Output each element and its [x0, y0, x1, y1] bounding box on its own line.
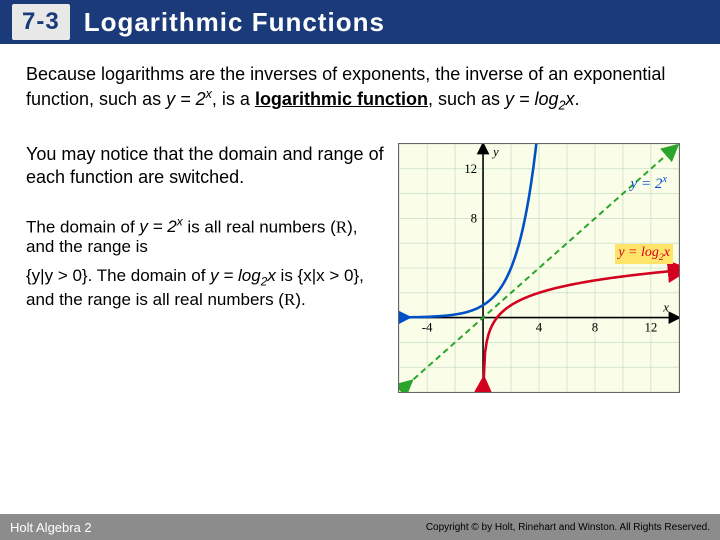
svg-text:12: 12	[464, 162, 477, 176]
equation-x: x	[267, 266, 276, 285]
equation: y = log	[210, 266, 261, 285]
text: .	[575, 89, 580, 109]
spacer	[26, 256, 386, 266]
real-symbol: R	[336, 217, 347, 236]
equation: y = 2	[166, 89, 206, 109]
svg-text:12: 12	[644, 320, 657, 334]
content-area: Because logarithms are the inverses of e…	[0, 44, 720, 393]
equation: y = log	[505, 89, 559, 109]
text: The domain of	[26, 217, 139, 236]
slide-header: 7-3 Logarithmic Functions	[0, 0, 720, 44]
section-number: 7-3	[12, 4, 70, 40]
label-text: y = 2	[631, 176, 663, 192]
label-sup: x	[662, 174, 667, 185]
svg-text:8: 8	[592, 320, 598, 334]
text: is all real numbers (	[183, 217, 336, 236]
text: , such as	[428, 89, 505, 109]
function-graph: -44812812yx y = 2x y = log2x	[398, 143, 680, 393]
term-logarithmic-function: logarithmic function	[255, 89, 428, 109]
log-curve-label: y = log2x	[615, 244, 673, 264]
slide-title: Logarithmic Functions	[84, 7, 385, 38]
svg-text:y: y	[491, 145, 499, 159]
intro-paragraph: Because logarithms are the inverses of e…	[26, 62, 694, 115]
svg-text:-4: -4	[422, 320, 433, 334]
text: , is a	[212, 89, 255, 109]
real-symbol: R	[284, 290, 295, 309]
footer-copyright: Copyright © by Holt, Rinehart and Winsto…	[426, 522, 710, 533]
domain-range-paragraph: The domain of y = 2x is all real numbers…	[26, 216, 386, 257]
svg-text:4: 4	[536, 320, 543, 334]
svg-text:x: x	[662, 301, 669, 315]
mid-row: You may notice that the domain and range…	[26, 143, 694, 393]
slide-footer: Holt Algebra 2 Copyright © by Holt, Rine…	[0, 514, 720, 540]
exp-curve-label: y = 2x	[631, 174, 667, 193]
subscript: 2	[559, 99, 566, 113]
left-column: You may notice that the domain and range…	[26, 143, 386, 393]
equation-x: x	[566, 89, 575, 109]
text: ).	[295, 290, 305, 309]
text: {y|y > 0}. The domain of	[26, 266, 210, 285]
equation: y = 2	[139, 217, 176, 236]
note-paragraph: You may notice that the domain and range…	[26, 143, 386, 190]
label-x: x	[664, 245, 670, 260]
svg-text:8: 8	[471, 211, 477, 225]
footer-book-title: Holt Algebra 2	[10, 520, 92, 535]
label-text: y = log	[618, 245, 659, 260]
domain-range-paragraph-2: {y|y > 0}. The domain of y = log2x is {x…	[26, 266, 386, 309]
